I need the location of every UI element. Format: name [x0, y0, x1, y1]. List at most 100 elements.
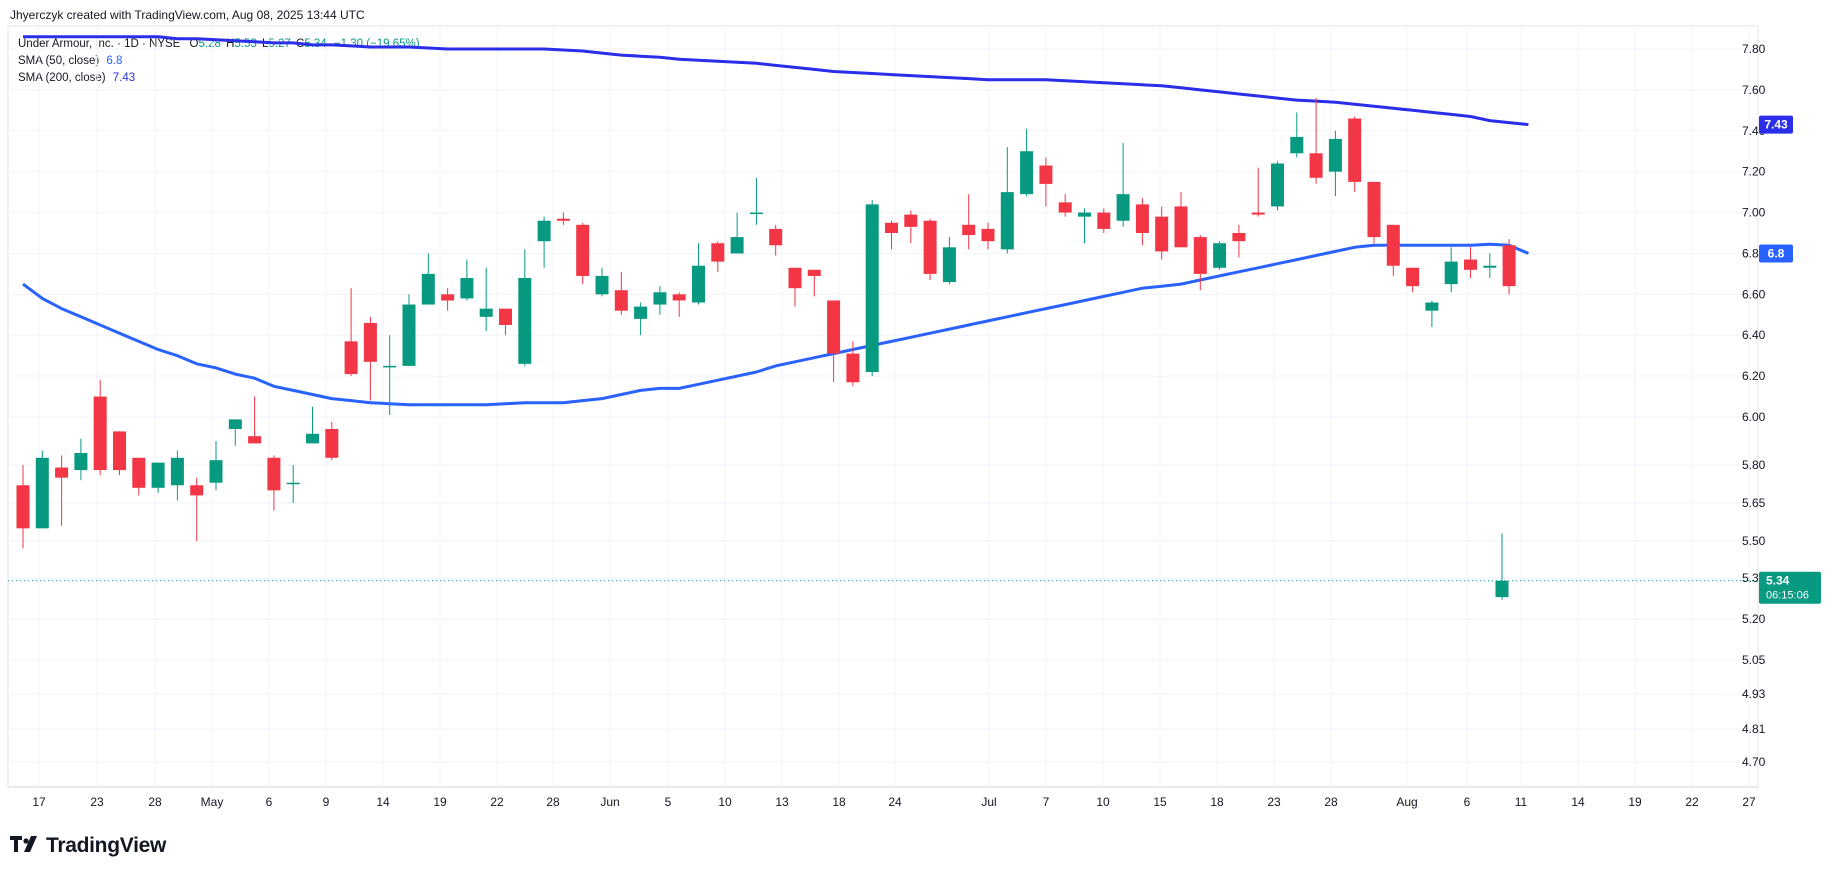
price-tick-label: 6.00	[1742, 410, 1766, 424]
candle-body	[730, 237, 744, 254]
candle-body	[634, 306, 648, 319]
candle-down	[1039, 157, 1053, 207]
candle-body	[16, 485, 30, 529]
candle-body	[441, 294, 455, 301]
candle-body	[749, 212, 763, 215]
candle-body	[113, 431, 126, 471]
time-tick-label: Jun	[600, 795, 619, 809]
sma50-layer	[22, 242, 1529, 407]
candle-body	[962, 224, 976, 236]
candle-down	[1406, 267, 1420, 293]
candle-body	[614, 290, 628, 311]
legend-sma50-row[interactable]: SMA (50, close) 6.8	[18, 53, 420, 70]
time-tick-label: 23	[90, 795, 104, 809]
candle-body	[1155, 216, 1169, 252]
time-axis[interactable]: 17 23 28 May 6 9 14 19 22 28 Jun 5 10 13 18 24 Jul 7 10 15 1…	[8, 786, 1758, 809]
time-tick-label: 6	[266, 795, 273, 809]
candle-up	[209, 441, 223, 491]
candle-body	[1406, 267, 1420, 287]
candle-down	[885, 220, 898, 250]
candle-up	[692, 243, 705, 305]
candle-body	[170, 457, 184, 486]
candle-body	[363, 322, 377, 362]
candle-body	[769, 228, 783, 246]
candle-body	[788, 267, 802, 289]
sma200-price-badge-bg	[1759, 115, 1793, 134]
sma50-price-badge-bg	[1759, 244, 1793, 263]
candle-body	[904, 214, 918, 227]
candle-up	[383, 335, 397, 415]
bar-countdown: 06:15:06	[1766, 590, 1809, 602]
legend-high-label: H	[226, 38, 235, 50]
candle-body	[923, 220, 937, 274]
candle-up	[1444, 247, 1458, 293]
candle-down	[1386, 224, 1400, 276]
candle-body	[383, 365, 397, 368]
candle-body	[402, 304, 416, 366]
candle-down	[711, 241, 725, 272]
candle-body	[151, 462, 165, 488]
candle-body	[1097, 212, 1111, 229]
candle-body	[286, 482, 300, 485]
candle-down	[981, 222, 995, 250]
time-tick-label: 22	[490, 795, 504, 809]
candle-body	[267, 457, 281, 491]
sma200-line	[23, 35, 1529, 127]
candle-down	[556, 212, 570, 225]
candle-down	[1309, 98, 1323, 184]
price-chart[interactable]: 7.807.607.407.207.006.806.606.406.206.00…	[0, 0, 1835, 830]
last-price-badge-bg	[1759, 571, 1821, 604]
candle-body	[981, 228, 995, 242]
candle-up	[170, 450, 184, 501]
time-tick-label: 18	[1210, 795, 1224, 809]
candle-down	[807, 269, 821, 297]
time-tick-label: 15	[1153, 795, 1167, 809]
sma200-layer	[23, 35, 1529, 127]
chart-credit: Jhyerczyk created with TradingView.com, …	[10, 8, 365, 22]
candle-body	[55, 467, 69, 478]
candle-body	[1444, 261, 1458, 285]
candle-down	[363, 316, 377, 401]
tradingview-brand[interactable]: TradingView	[10, 834, 166, 858]
candle-body	[248, 436, 262, 444]
candle-down	[1367, 181, 1381, 244]
sma50-price-badge: 6.8	[1759, 244, 1793, 263]
candle-body	[1020, 151, 1034, 195]
time-tick-label: 28	[148, 795, 162, 809]
last-price-badge: 5.34 06:15:06	[1759, 571, 1821, 604]
candle-body	[1251, 212, 1265, 215]
candle-up	[1271, 161, 1284, 211]
candle-body	[74, 453, 88, 471]
candle-down	[1193, 235, 1207, 291]
time-tick-label: 6	[1464, 795, 1471, 809]
candle-body	[1386, 224, 1400, 266]
candle-body	[1039, 165, 1053, 184]
sma50-line	[22, 242, 1529, 407]
time-tick-label: May	[201, 795, 224, 809]
candle-up	[518, 249, 532, 366]
candle-body	[692, 265, 705, 303]
brand-name: TradingView	[46, 834, 167, 857]
time-tick-label: 11	[1515, 795, 1528, 809]
candle-body	[711, 243, 725, 262]
candle-body	[595, 275, 609, 295]
candle-body	[1495, 580, 1509, 598]
time-tick-label: 13	[775, 795, 789, 809]
candle-body	[1309, 153, 1323, 178]
candle-up	[35, 450, 49, 529]
candle-up	[1213, 241, 1227, 270]
candle-body	[518, 277, 532, 364]
candle-down	[441, 288, 455, 311]
time-tick-label: 19	[433, 795, 447, 809]
candle-up	[653, 286, 667, 315]
time-tick-label: 24	[888, 795, 902, 809]
candle-down	[344, 288, 358, 377]
candle-body	[479, 308, 493, 317]
legend-open-label: O	[189, 38, 199, 50]
legend-sma200-row[interactable]: SMA (200, close) 7.43	[18, 70, 420, 87]
time-tick-label: 27	[1742, 795, 1756, 809]
candle-up	[421, 253, 435, 305]
candle-down	[1135, 198, 1149, 246]
price-tick-label: 7.00	[1742, 206, 1766, 220]
price-axis[interactable]: 7.807.607.407.207.006.806.606.406.206.00…	[1742, 42, 1766, 769]
